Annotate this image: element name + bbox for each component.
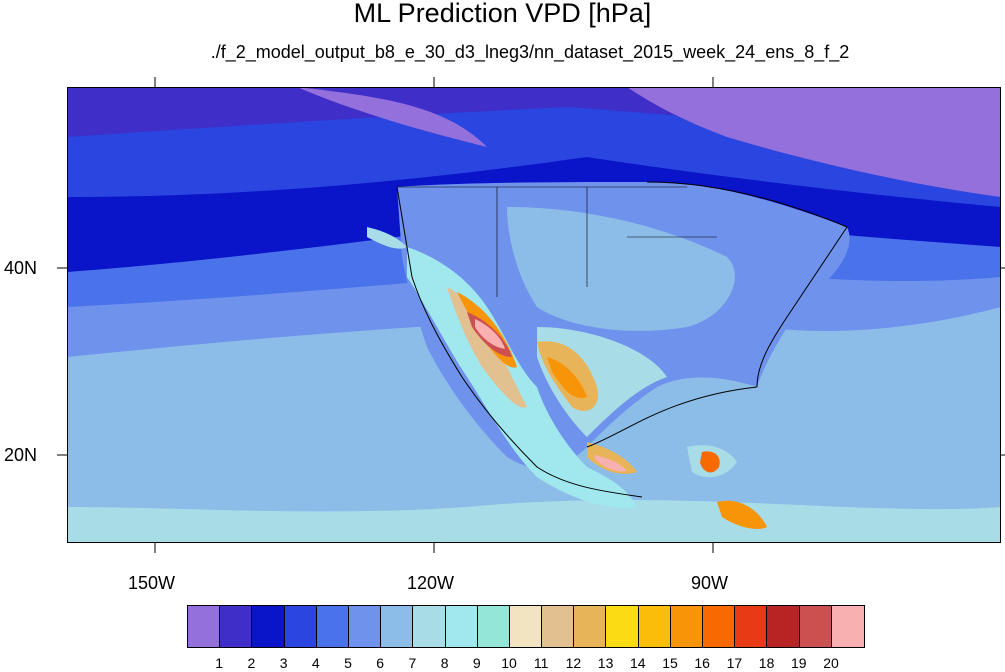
colorbar-swatch (735, 606, 768, 647)
state-borders (397, 186, 717, 297)
central-plains (507, 207, 735, 331)
alaska-purple (297, 87, 487, 147)
vpd-map (67, 87, 1001, 543)
map-title: ML Prediction VPD [hPa] (353, 0, 652, 28)
colorbar-swatch (445, 606, 478, 647)
colorbar-label: 16 (694, 655, 710, 671)
hot-core-north (475, 319, 505, 349)
colorbar-label: 10 (501, 655, 517, 671)
vpd-field (67, 87, 1001, 543)
colorbar-swatch (703, 606, 736, 647)
colorbar-label: 4 (311, 655, 320, 671)
colorbar-swatch (381, 606, 414, 647)
colorbar-swatch (542, 606, 575, 647)
colorbar-label: 8 (440, 655, 449, 671)
x-label-150w: 150W (128, 573, 176, 593)
colorbar-label: 7 (408, 655, 417, 671)
colorbar-label: 9 (472, 655, 481, 671)
colorbar-label: 14 (630, 655, 646, 671)
colorbar-label: 1 (215, 655, 224, 671)
colorbar-label: 5 (344, 655, 352, 671)
pacific-northwest (367, 227, 407, 249)
colorbar-label: 18 (758, 655, 775, 671)
chihuahua-hot (547, 357, 587, 398)
coastline (396, 181, 848, 498)
colorbar-swatch (413, 606, 446, 647)
colorbar-swatch (767, 606, 800, 647)
colorbar-label: 2 (247, 655, 256, 671)
colorbar-label: 11 (533, 655, 549, 671)
colorbar-swatch (831, 606, 864, 647)
colorbar-swatch (509, 606, 543, 647)
colorbar-swatch (252, 606, 285, 647)
colorbar-swatch (670, 606, 703, 647)
colorbar-swatch (316, 606, 349, 647)
colorbar (187, 605, 865, 648)
hot-core-south (595, 455, 627, 472)
central-mexico-warm (587, 442, 637, 474)
colorbar-swatch (348, 606, 382, 647)
y-label-40n: 40N (4, 258, 38, 278)
yucatan-hot (700, 451, 720, 473)
colorbar-label: 3 (279, 655, 288, 671)
colorbar-label: 12 (565, 655, 582, 671)
northeast-purple (627, 87, 1001, 197)
x-label-90w: 90W (691, 573, 729, 593)
colorbar-swatch (606, 606, 639, 647)
map-subtitle: ./f_2_model_output_b8_e_30_d3_lneg3/nn_d… (210, 42, 850, 62)
colorbar-swatch (284, 606, 317, 647)
colorbar-label: 13 (597, 655, 614, 671)
colorbar-label: 6 (376, 655, 385, 671)
colorbar-swatch (477, 606, 510, 647)
colorbar-swatch (220, 606, 253, 647)
colorbar-swatch (799, 606, 832, 647)
colorbar-label: 17 (726, 655, 743, 671)
colorbar-swatch (188, 606, 221, 647)
baja-warm (447, 287, 527, 408)
colorbar-label: 20 (823, 655, 839, 671)
colorbar-swatch (574, 606, 607, 647)
x-label-120w: 120W (407, 573, 455, 593)
colorbar-label: 15 (662, 655, 678, 671)
y-label-20n: 20N (4, 445, 38, 465)
colorbar-swatch (638, 606, 671, 647)
colorbar-label: 19 (791, 655, 807, 671)
nicaragua-hot (717, 500, 767, 529)
